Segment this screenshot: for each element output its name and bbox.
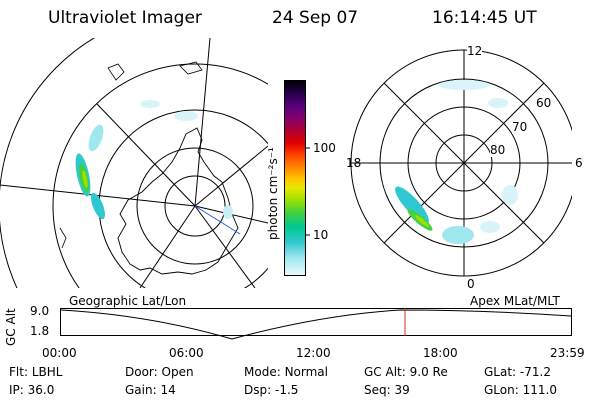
sun-direction-line — [194, 205, 241, 235]
info-glat: GLat: -71.2 — [484, 365, 551, 379]
timeline-y-label: 9.0 — [30, 304, 50, 318]
apex-projection-label: Apex MLat/MLT — [470, 294, 560, 308]
timeline-x-label: 00:00 — [42, 346, 77, 360]
colorbar-tick-label: 100 — [313, 141, 336, 155]
mlt-label-12: 12 — [467, 44, 483, 58]
geographic-projection-label: Geographic Lat/Lon — [69, 294, 187, 308]
timeline-y-label: 1.8 — [30, 324, 50, 338]
info-mode: Mode: Normal — [244, 365, 328, 379]
mlt-label-6: 6 — [575, 156, 583, 170]
lat-circle — [136, 147, 254, 265]
info-glon: GLon: 111.0 — [484, 383, 557, 397]
lat-circle — [164, 175, 226, 237]
info-flt: Flt: LBHL — [9, 365, 63, 379]
info-door: Door: Open — [125, 365, 194, 379]
timeline-x-label: 12:00 — [296, 346, 331, 360]
header-time: 16:14:45 UT — [432, 8, 537, 28]
info-ip: IP: 36.0 — [9, 383, 55, 397]
altitude-timeline — [60, 308, 572, 340]
info-gain: Gain: 14 — [125, 383, 176, 397]
lat-circle — [52, 63, 268, 288]
mlt-label-0: 0 — [467, 277, 475, 291]
lat-label-80: 80 — [490, 143, 506, 157]
coastline — [117, 127, 239, 275]
info-gc-alt: GC Alt: 9.0 Re — [364, 365, 448, 379]
timeline-y-title: GC Alt — [4, 308, 18, 346]
aurora-emission — [395, 80, 518, 244]
apex-polar-map — [350, 49, 572, 277]
aurora-emission — [75, 100, 233, 220]
timeline-x-label: 06:00 — [169, 346, 204, 360]
colorbar — [284, 80, 310, 276]
lat-label-70: 70 — [512, 120, 528, 134]
timeline-x-label: 23:59 — [550, 346, 585, 360]
geographic-map — [0, 38, 268, 288]
lat-circle — [0, 38, 96, 288]
mlt-label-18: 18 — [346, 156, 362, 170]
app-title: Ultraviolet Imager — [48, 8, 202, 28]
timeline-x-label: 18:00 — [423, 346, 458, 360]
altitude-curve — [60, 309, 572, 340]
colorbar-unit-label: photon cm⁻²s⁻¹ — [266, 147, 280, 240]
lat-label-60: 60 — [536, 96, 552, 110]
info-seq: Seq: 39 — [364, 383, 410, 397]
info-dsp: Dsp: -1.5 — [244, 383, 299, 397]
colorbar-tick-label: 10 — [313, 228, 329, 242]
header-date: 24 Sep 07 — [272, 8, 359, 28]
